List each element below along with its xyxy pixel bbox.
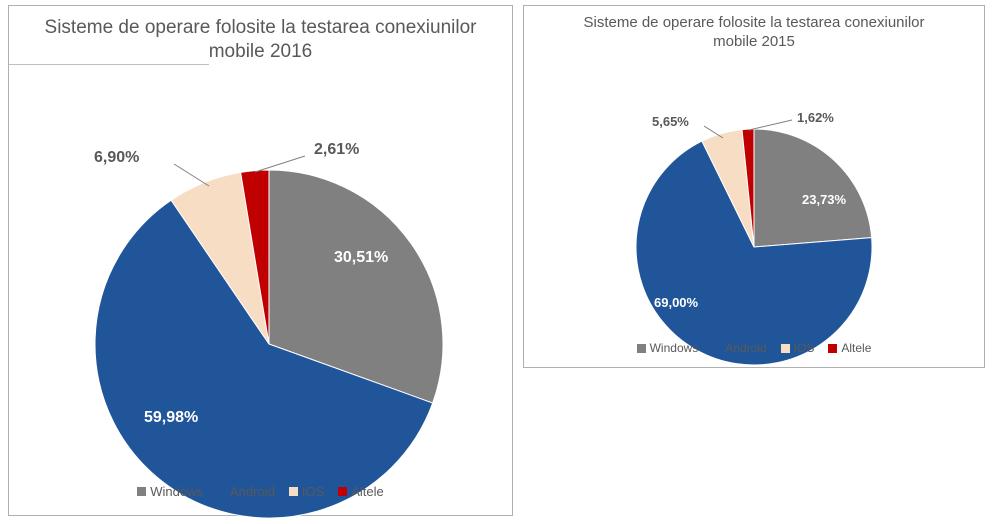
swatch-windows-icon [637,344,646,353]
pie-slice-windows [754,129,872,247]
chart-title-2015: Sisteme de operare folosite la testarea … [524,6,984,52]
label-altele-2015: 1,62% [797,110,834,125]
swatch-ios-icon [781,344,790,353]
legend-text: IOS [302,484,324,499]
legend-text: Android [230,484,275,499]
label-android-2016: 59,98% [144,409,198,427]
swatch-android-icon [217,487,226,496]
legend-item-windows-2016: Windows [137,484,203,499]
swatch-android-icon [712,344,721,353]
leader-line [749,120,792,130]
swatch-altele-icon [338,487,347,496]
label-ios-2015: 5,65% [652,114,689,129]
legend-text: Altele [841,341,871,355]
label-windows-2015: 23,73% [802,192,846,207]
label-android-2015: 69,00% [654,295,698,310]
legend-item-altele-2016: Altele [338,484,384,499]
legend-text: Altele [351,484,384,499]
legend-text: Windows [150,484,203,499]
swatch-altele-icon [828,344,837,353]
legend-2015: Windows Android IOS Altele [524,341,984,355]
legend-text: Android [725,341,766,355]
pie-2015: 23,73% 69,00% 5,65% 1,62% [524,52,986,382]
chart-panel-2016: Sisteme de operare folosite la testarea … [8,5,513,516]
pie-2016: 30,51% 59,98% 6,90% 2,61% [9,64,514,524]
legend-2016: Windows Android IOS Altele [9,484,512,499]
legend-item-ios-2016: IOS [289,484,324,499]
label-windows-2016: 30,51% [334,249,388,267]
legend-item-windows-2015: Windows [637,341,699,355]
legend-item-altele-2015: Altele [828,341,871,355]
legend-text: Windows [650,341,699,355]
label-ios-2016: 6,90% [94,149,139,167]
legend-item-android-2016: Android [217,484,275,499]
label-altele-2016: 2,61% [314,141,359,159]
legend-item-android-2015: Android [712,341,766,355]
legend-text: IOS [794,341,815,355]
chart-title-2016: Sisteme de operare folosite la testarea … [9,6,512,64]
swatch-ios-icon [289,487,298,496]
chart-panel-2015: Sisteme de operare folosite la testarea … [523,5,985,368]
swatch-windows-icon [137,487,146,496]
legend-item-ios-2015: IOS [781,341,815,355]
